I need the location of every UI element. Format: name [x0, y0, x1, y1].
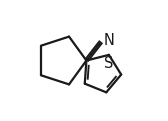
- Text: N: N: [104, 33, 115, 48]
- Text: S: S: [104, 56, 114, 71]
